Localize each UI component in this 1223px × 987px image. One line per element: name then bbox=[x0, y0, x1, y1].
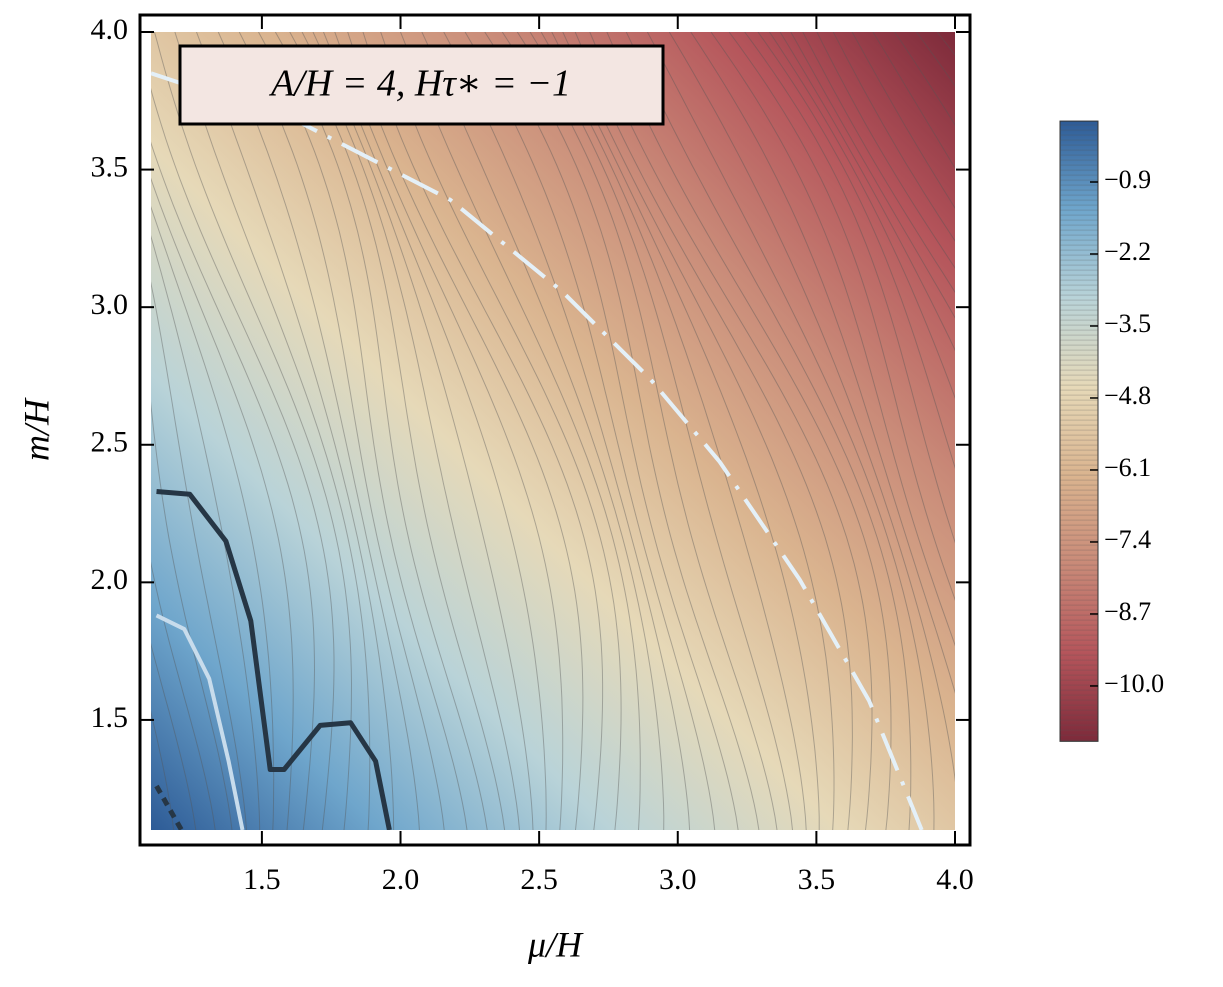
contour-line bbox=[529, 32, 793, 830]
contour-line bbox=[217, 32, 420, 830]
contour-line bbox=[986, 32, 1223, 830]
contour-line bbox=[790, 32, 955, 319]
contour-line bbox=[151, 141, 316, 830]
contour-line bbox=[802, 32, 955, 293]
contour-line bbox=[151, 401, 233, 830]
curve bbox=[155, 613, 245, 830]
contour-line bbox=[851, 32, 955, 209]
contour-line bbox=[151, 205, 275, 830]
contour-line bbox=[362, 32, 604, 830]
x-tick-label: 2.5 bbox=[520, 863, 558, 896]
plot-area bbox=[151, 32, 1223, 830]
contour-line bbox=[668, 32, 955, 783]
contour-line bbox=[443, 32, 691, 830]
contour-line bbox=[151, 88, 335, 830]
colorbar-tick-label: −6.1 bbox=[1104, 453, 1151, 482]
contour-line bbox=[1019, 32, 1223, 830]
contour-line bbox=[400, 32, 641, 830]
frame bbox=[138, 13, 972, 847]
curve bbox=[151, 71, 924, 830]
y-tick-label: 2.5 bbox=[91, 426, 129, 459]
colorbar-tick-label: −0.9 bbox=[1104, 165, 1151, 194]
x-tick-label: 3.0 bbox=[659, 863, 697, 896]
contour-line bbox=[1031, 32, 1223, 830]
contour-line bbox=[151, 642, 197, 830]
contour-line bbox=[606, 32, 892, 830]
x-tick-label: 1.5 bbox=[243, 863, 281, 896]
colorbar-tick-label: −4.8 bbox=[1104, 381, 1151, 410]
contour-line bbox=[646, 32, 935, 830]
contour-line bbox=[832, 32, 955, 242]
y-tick-label: 3.0 bbox=[91, 288, 129, 321]
contour-line bbox=[151, 561, 216, 830]
colorbar-tick-label: −3.5 bbox=[1104, 309, 1151, 338]
contour-line bbox=[728, 32, 955, 601]
annotation: A/H = 4, Hτ∗ = −1 bbox=[268, 63, 571, 105]
contour-line bbox=[151, 235, 261, 830]
contour-line bbox=[574, 32, 853, 830]
colorbar-tick-label: −10.0 bbox=[1104, 669, 1164, 698]
contour-line bbox=[710, 32, 955, 647]
contour-line bbox=[757, 32, 955, 470]
contour-line bbox=[484, 32, 739, 830]
curve bbox=[154, 784, 184, 830]
contour-line bbox=[540, 32, 807, 830]
contour-line bbox=[562, 32, 835, 830]
contour-line bbox=[323, 32, 547, 830]
contour-line bbox=[151, 281, 247, 830]
contour-line bbox=[289, 32, 506, 830]
x-tick-label: 2.0 bbox=[382, 863, 420, 896]
y-tick-label: 4.0 bbox=[91, 13, 129, 46]
colorbar-tick-label: −2.2 bbox=[1104, 237, 1151, 266]
contour-line bbox=[421, 32, 665, 830]
y-tick-label: 2.0 bbox=[91, 563, 129, 596]
contour-line bbox=[589, 32, 873, 830]
contour-line bbox=[744, 32, 955, 544]
contour-line bbox=[779, 32, 955, 352]
contour-line bbox=[274, 32, 488, 830]
contour-line bbox=[196, 32, 395, 830]
contour-line bbox=[347, 32, 584, 830]
y-tick-label: 1.5 bbox=[91, 701, 129, 734]
contour-line bbox=[301, 32, 520, 830]
colorbar-tick-label: −8.7 bbox=[1104, 597, 1151, 626]
contour-line bbox=[816, 32, 955, 269]
contour-line bbox=[501, 32, 760, 830]
colorbar-tick-label: −7.4 bbox=[1104, 525, 1151, 554]
x-tick-label: 3.5 bbox=[798, 863, 836, 896]
contour-line bbox=[1008, 32, 1223, 830]
x-tick-label: 4.0 bbox=[936, 863, 974, 896]
contour-line bbox=[258, 32, 468, 830]
x-axis-label: μ/H bbox=[527, 924, 584, 964]
contour-line bbox=[769, 32, 955, 400]
contour-line bbox=[464, 32, 716, 830]
contour-line bbox=[238, 32, 445, 830]
curve bbox=[156, 489, 392, 830]
contour-line bbox=[174, 32, 371, 830]
field bbox=[151, 32, 955, 830]
colorbar bbox=[1059, 120, 1099, 742]
contour-line bbox=[625, 32, 912, 830]
contour-line bbox=[998, 32, 1223, 830]
contour-line bbox=[690, 32, 955, 694]
contour-line bbox=[516, 32, 778, 830]
contour-line bbox=[551, 32, 820, 830]
contour-line bbox=[312, 32, 534, 830]
contour-line bbox=[334, 32, 564, 830]
contour-line bbox=[380, 32, 622, 830]
annotation-box bbox=[178, 44, 665, 126]
contour-line bbox=[154, 32, 353, 830]
contour-line bbox=[151, 177, 294, 830]
y-tick-label: 3.5 bbox=[91, 150, 129, 183]
y-axis-label: m/H bbox=[16, 397, 56, 461]
contour-line bbox=[1078, 32, 1223, 830]
contour-line bbox=[872, 32, 955, 169]
